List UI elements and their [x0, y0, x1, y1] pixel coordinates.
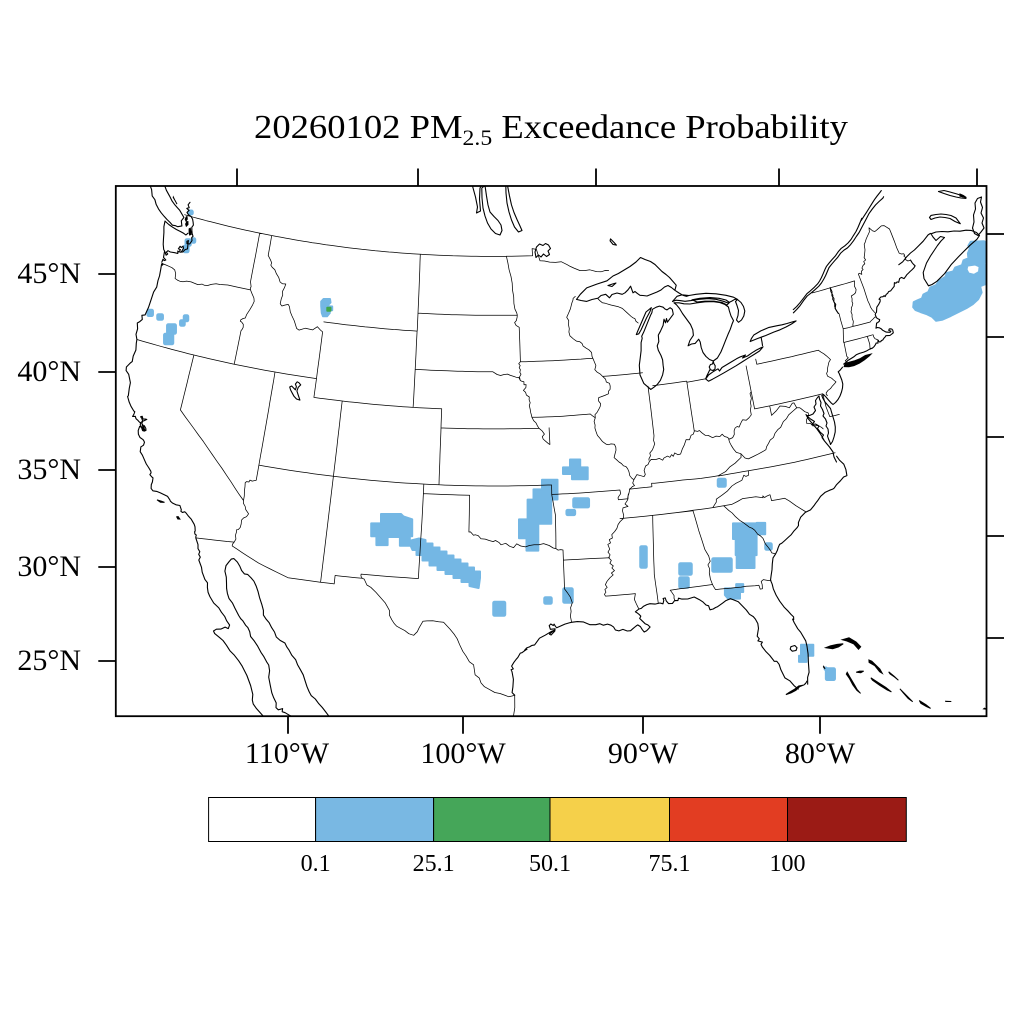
svg-text:110°W: 110°W — [245, 737, 330, 770]
svg-text:100: 100 — [770, 851, 806, 877]
svg-text:50.1: 50.1 — [529, 851, 571, 877]
svg-text:100°W: 100°W — [420, 737, 506, 770]
svg-text:90°W: 90°W — [608, 737, 679, 770]
svg-text:80°W: 80°W — [785, 737, 856, 770]
svg-text:25.1: 25.1 — [413, 851, 455, 877]
svg-text:45°N: 45°N — [17, 257, 81, 290]
svg-text:0.1: 0.1 — [301, 851, 331, 877]
svg-text:75.1: 75.1 — [649, 851, 691, 877]
svg-text:35°N: 35°N — [17, 453, 81, 486]
svg-text:40°N: 40°N — [17, 355, 81, 388]
svg-text:25°N: 25°N — [17, 644, 81, 677]
svg-text:20260102 PM2.5 Exceedance Prob: 20260102 PM2.5 Exceedance Probability — [254, 108, 848, 150]
svg-text:30°N: 30°N — [17, 550, 81, 583]
